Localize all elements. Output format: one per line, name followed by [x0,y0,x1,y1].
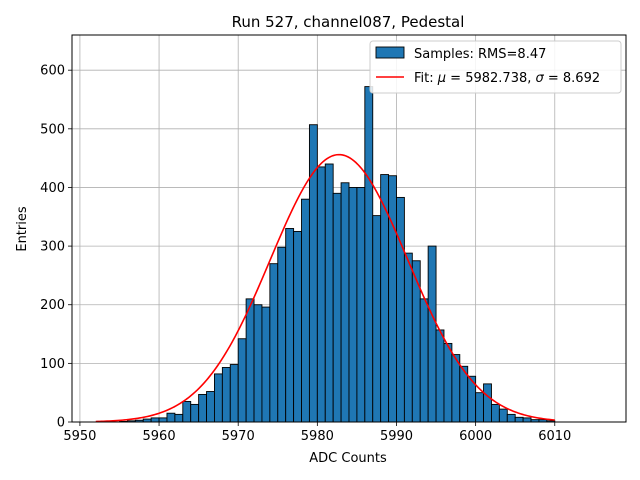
histogram-bar [498,408,508,423]
histogram-bar [332,192,342,423]
histogram-bar [229,364,239,423]
histogram-bar [174,413,184,423]
legend: Samples: RMS=8.47 Fit: μ = 5982.738, σ =… [369,40,622,94]
legend-fit-prefix: Fit: [414,71,438,86]
histogram-bar [451,354,461,423]
histogram-bar [237,338,247,423]
histogram-bar [158,417,168,423]
histogram-bars [119,86,556,423]
x-tick-label: 5990 [380,429,413,444]
histogram-bar [340,182,350,423]
histogram-bar [261,306,271,423]
x-axis-label: ADC Counts [309,451,387,466]
histogram-bar [435,329,445,423]
histogram-bar [245,298,255,423]
legend-fit-sigma: σ [536,71,545,86]
fit-curve [95,153,555,423]
histogram-bar [483,383,492,423]
y-tick-label: 500 [40,122,65,137]
y-axis-ticks: 0 100 200 300 400 500 600 [40,64,72,431]
histogram-bar [388,175,397,423]
legend-fit-suffix: = 8.692 [544,71,600,86]
y-tick-label: 400 [40,181,65,196]
legend-frame [369,40,622,94]
chart-title: Run 527, channel087, Pedestal [232,13,465,31]
histogram-bar [396,196,405,423]
histogram-bar [206,391,215,423]
x-tick-label: 5960 [143,429,176,444]
histogram-bar [285,228,295,423]
histogram-bar [522,417,532,423]
histogram-bar [221,367,231,423]
histogram-bar [372,215,382,423]
histogram-bar [427,245,437,423]
histogram-bar [301,198,310,423]
histogram-bar [253,304,263,423]
histogram-bar [356,187,366,423]
histogram-bar [277,246,287,423]
legend-fit-mu: μ [437,71,446,86]
histogram-bar [514,416,524,423]
histogram-bar [269,263,279,423]
x-tick-label: 5970 [222,429,255,444]
y-axis-label: Entries [15,206,30,252]
histogram-bar [491,403,500,423]
x-tick-label: 5950 [63,429,96,444]
histogram-bar [190,403,200,423]
histogram-bar [443,342,453,423]
histogram-bar [198,393,207,423]
histogram-bar [403,252,413,423]
histogram-bar [214,373,223,423]
legend-bars-label: Samples: RMS=8.47 [414,47,546,62]
y-tick-label: 600 [40,64,65,79]
y-tick-label: 300 [40,240,65,255]
histogram-bar [506,413,516,423]
histogram-bar [419,298,429,423]
histogram-bar [364,86,374,423]
x-tick-label: 6000 [459,429,492,444]
plot-frame [71,34,627,423]
histogram-bar [150,417,160,423]
legend-bar-swatch [375,46,405,59]
legend-fit-label: Fit: μ = 5982.738, σ = 8.692 [414,71,600,86]
y-tick-label: 0 [57,416,65,431]
x-tick-label: 6010 [538,429,571,444]
legend-fit-mid: = 5982.738, [446,71,535,86]
histogram-bar [293,230,302,423]
histogram-bar [316,166,326,423]
histogram-bar [182,401,192,423]
histogram-bar [348,187,358,423]
y-tick-label: 100 [40,357,65,372]
histogram-bar [324,163,334,423]
histogram-bar [166,412,176,423]
x-axis-ticks: 5950 5960 5970 5980 5990 6000 6010 [63,422,571,444]
y-tick-label: 200 [40,298,65,313]
x-tick-label: 5980 [301,429,334,444]
histogram-bar [475,392,484,423]
